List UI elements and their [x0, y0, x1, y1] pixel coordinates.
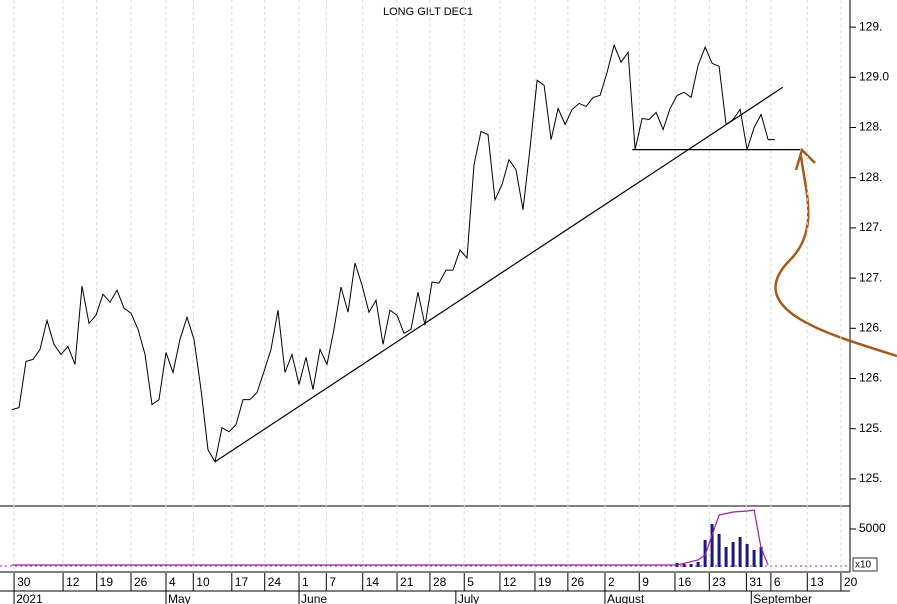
x-tick-label: 24 [268, 575, 282, 589]
y-tick-label: 125. [859, 421, 882, 435]
unit-label: x10 [855, 560, 872, 571]
x-tick-label: 21 [400, 575, 414, 589]
x-tick-label: 12 [66, 575, 80, 589]
volume-bar [752, 549, 756, 567]
y-tick-label: 127. [859, 270, 882, 284]
x-tick-label: 7 [329, 575, 336, 589]
y-tick-label: 5000 [859, 521, 886, 535]
volume-bar [724, 547, 728, 567]
month-label: June [301, 592, 327, 604]
month-label: September [753, 592, 812, 604]
x-tick-label: 1 [302, 575, 309, 589]
x-tick-label: 14 [366, 575, 380, 589]
x-tick-label: 28 [433, 575, 447, 589]
annotation-arrow [774, 155, 897, 358]
open-interest-line [12, 509, 769, 566]
month-label: May [168, 592, 191, 604]
volume-bar [696, 561, 700, 567]
x-tick-label: 23 [712, 575, 726, 589]
x-tick-label: 10 [196, 575, 210, 589]
y-tick-label: 125. [859, 471, 882, 485]
y-tick-label: 127. [859, 220, 882, 234]
x-tick-label: 26 [571, 575, 585, 589]
y-tick-label: 126. [859, 371, 882, 385]
unit-box [852, 557, 878, 572]
x-tick-label: 17 [235, 575, 249, 589]
x-tick-label: 30 [17, 575, 31, 589]
month-label: August [607, 592, 645, 604]
volume-bar [689, 564, 693, 567]
month-label: July [458, 592, 479, 604]
price-line [11, 43, 776, 464]
x-tick-label: 6 [774, 575, 781, 589]
volume-bar [731, 542, 735, 567]
volume-bar [717, 534, 721, 567]
x-tick-label: 19 [538, 575, 552, 589]
x-tick-label: 2 [608, 575, 615, 589]
x-tick-label: 16 [678, 575, 692, 589]
volume-bar [745, 543, 749, 567]
x-tick-label: 13 [810, 575, 824, 589]
x-tick-label: 31 [749, 575, 763, 589]
arrow-head [794, 147, 816, 171]
chart-title: LONG GILT DEC1 [383, 6, 473, 18]
x-tick-label: 9 [642, 575, 649, 589]
volume-bar [738, 536, 742, 567]
x-tick-label: 12 [503, 575, 517, 589]
y-tick-label: 126. [859, 320, 882, 334]
month-label: 2021 [16, 592, 43, 604]
y-tick-label: 128. [859, 170, 882, 184]
y-tick-label: 129.0 [859, 69, 889, 83]
volume-bar [682, 564, 686, 567]
x-tick-label: 5 [467, 575, 474, 589]
x-tick-label: 26 [134, 575, 148, 589]
volume-bar [759, 547, 763, 567]
x-tick-label: 19 [100, 575, 114, 589]
y-tick-label: 128. [859, 120, 882, 134]
x-tick-label: 4 [169, 575, 176, 589]
volume-bar [710, 523, 714, 567]
y-tick-label: 129. [859, 19, 882, 33]
x-tick-label: 20 [844, 575, 858, 589]
